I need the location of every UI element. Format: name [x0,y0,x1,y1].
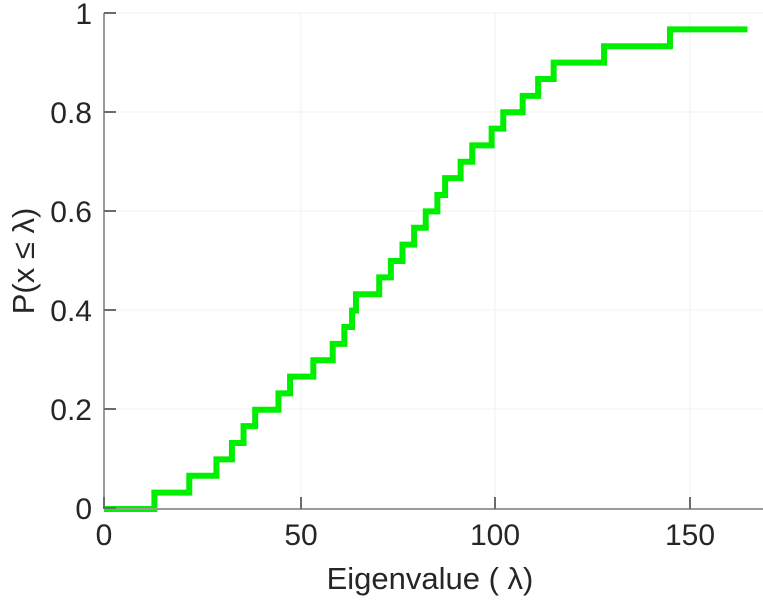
y-tick-marks [104,11,116,510]
y-tick-labels: 1 0.8 0.6 0.4 0.2 0 [50,0,92,526]
x-tick-marks [102,497,692,509]
y-tick-label-1: 1 [75,0,92,31]
x-tick-labels: 0 50 100 150 [96,519,715,552]
y-tick-label-0: 0 [75,493,92,526]
y-tick-label-0_6: 0.6 [50,196,92,229]
gridlines-vertical [300,13,691,509]
x-axis-title: Eigenvalue ( λ) [327,561,534,596]
y-tick-label-0_8: 0.8 [50,97,92,130]
plot-background [104,13,763,509]
y-tick-label-0_2: 0.2 [50,394,92,427]
y-axis-title: P(x ≤ λ) [6,208,41,315]
x-tick-label-100: 100 [470,519,520,552]
x-tick-label-50: 50 [284,519,317,552]
x-tick-label-0: 0 [96,519,113,552]
ecdf-curve [104,26,748,512]
y-tick-label-0_4: 0.4 [50,295,92,328]
x-tick-label-150: 150 [665,519,715,552]
